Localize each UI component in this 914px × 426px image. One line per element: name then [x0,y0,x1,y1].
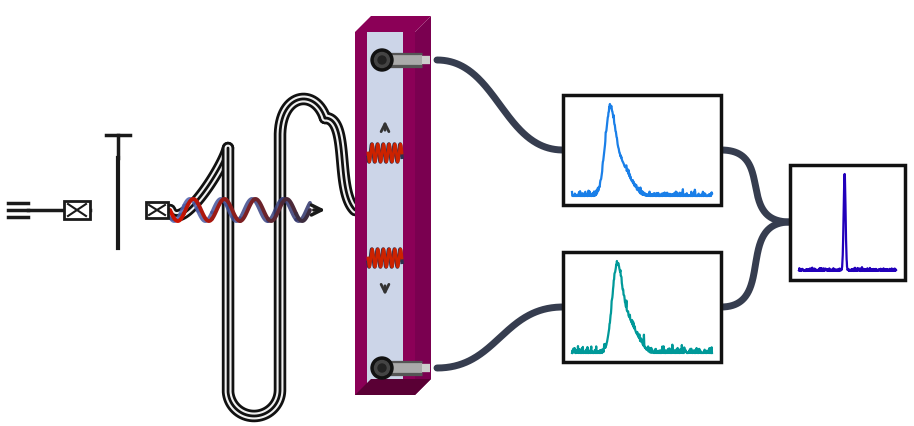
Bar [64,201,90,219]
Bar [563,95,721,205]
Circle shape [375,360,389,375]
Polygon shape [415,16,431,395]
Bar [146,202,168,218]
Polygon shape [355,379,431,395]
Bar [790,165,905,280]
Circle shape [378,56,386,64]
Polygon shape [355,32,367,395]
Polygon shape [355,32,415,395]
Polygon shape [355,16,431,32]
Bar [563,252,721,362]
Circle shape [375,52,389,67]
Circle shape [371,49,393,71]
Polygon shape [403,32,415,395]
Circle shape [378,364,386,372]
Circle shape [371,357,393,379]
